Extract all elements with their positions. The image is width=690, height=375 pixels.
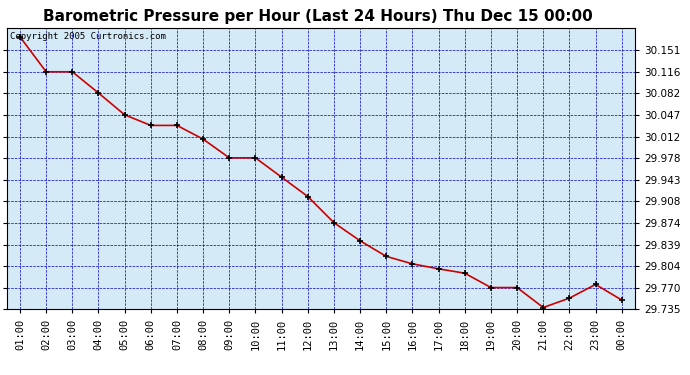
Text: Copyright 2005 Curtronics.com: Copyright 2005 Curtronics.com xyxy=(10,32,166,41)
Text: Barometric Pressure per Hour (Last 24 Hours) Thu Dec 15 00:00: Barometric Pressure per Hour (Last 24 Ho… xyxy=(43,9,592,24)
